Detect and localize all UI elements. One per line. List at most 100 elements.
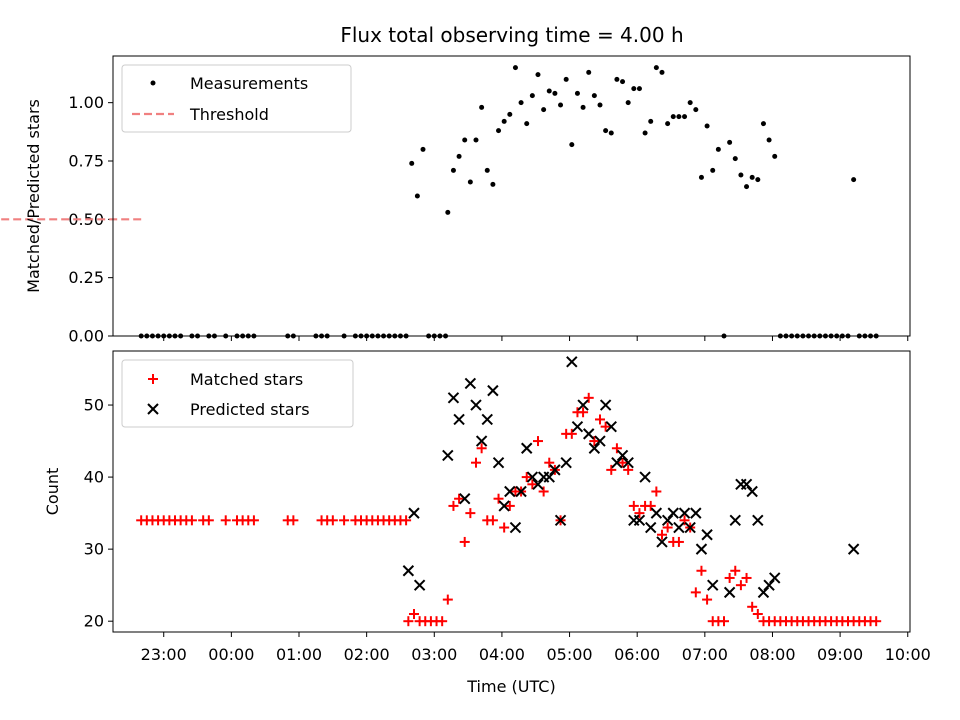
predicted-star-point — [723, 586, 736, 599]
measurement-point — [704, 123, 710, 129]
predicted-star-point — [492, 456, 505, 469]
measurement-point — [591, 93, 597, 99]
matched-star-point — [673, 536, 684, 547]
measurement-point — [512, 65, 518, 71]
matched-star-point — [493, 493, 504, 504]
matched-star-point — [718, 616, 729, 627]
matched-star-point — [521, 472, 532, 483]
measurement-point — [580, 104, 586, 110]
measurement-point — [518, 100, 524, 106]
matched-star-point — [538, 486, 549, 497]
measurement-point — [467, 179, 473, 185]
predicted-star-point — [645, 521, 657, 534]
predicted-star-point — [757, 586, 770, 599]
matched-star-point — [220, 515, 231, 526]
predicted-star-point — [661, 514, 674, 527]
ratio-y-tick-label: 0.75 — [68, 152, 104, 171]
measurement-point — [772, 153, 778, 159]
measurement-point — [473, 137, 479, 143]
matched-star-point — [470, 457, 481, 468]
x-tick-label: 01:00 — [276, 645, 322, 664]
predicted-star-point — [532, 478, 544, 491]
x-tick-label: 07:00 — [682, 645, 728, 664]
measurement-point — [445, 209, 451, 215]
predicted-star-point — [605, 420, 617, 433]
measurement-point — [552, 90, 558, 96]
predicted-star-point — [571, 420, 584, 433]
predicted-star-point — [408, 507, 420, 519]
matched-star-point — [459, 536, 470, 547]
matched-star-point — [679, 515, 690, 526]
count-plot: 20 30 40 50 23:00 00:00 01:00 02:00 03:00 04:00 05… — [84, 350, 931, 664]
measurement-point — [456, 153, 462, 159]
predicted-star-point — [509, 521, 522, 534]
predicted-star-point — [695, 543, 708, 555]
predicted-star-point — [701, 529, 713, 541]
x-tick-label: 02:00 — [344, 645, 390, 664]
x-tick-label: 23:00 — [141, 645, 187, 664]
predicted-star-point — [487, 384, 499, 397]
predicted-star-point — [594, 435, 606, 447]
predicted-star-point — [690, 507, 702, 519]
measurement-point — [749, 174, 755, 180]
chart-title: Flux total observing time = 4.00 h — [340, 23, 683, 47]
matched-star-point — [288, 515, 299, 526]
predicted-star-point — [504, 485, 516, 498]
matched-star-point — [504, 500, 515, 511]
matched-star-point — [645, 500, 656, 511]
predicted-star-point — [656, 536, 668, 548]
measurement-point — [541, 107, 547, 113]
predicted-star-point — [763, 579, 775, 591]
matched-star-point — [735, 580, 746, 591]
legend-matched-marker — [148, 374, 158, 384]
ratio-y-axis-label: Matched/Predicted stars — [24, 99, 43, 293]
legend-matched-label: Matched stars — [190, 370, 303, 389]
legend-predicted-cross — [147, 403, 159, 415]
predicted-star-point — [442, 449, 454, 462]
measurement-point — [636, 86, 642, 92]
legend-matched-plus — [148, 374, 158, 384]
matched-star-point — [339, 515, 350, 526]
matched-star-point — [454, 493, 465, 504]
predicted-star-point — [583, 428, 595, 440]
matched-star-point — [600, 421, 611, 432]
matched-star-point — [747, 601, 758, 612]
count-y-tick-label: 30 — [84, 540, 104, 559]
legend-measurements-label: Measurements — [190, 74, 308, 93]
matched-star-point — [186, 515, 197, 526]
measurement-point — [698, 174, 704, 180]
measurement-point — [755, 177, 761, 183]
predicted-star-point — [566, 356, 578, 368]
predicted-star-point — [622, 456, 634, 469]
matched-star-point — [327, 515, 338, 526]
matched-star-point — [696, 565, 707, 576]
x-tick-label: 06:00 — [614, 645, 660, 664]
predicted-star-point — [639, 471, 651, 483]
predicted-star-point — [616, 449, 629, 462]
matched-star-point — [871, 616, 882, 627]
predicted-star-point — [459, 492, 471, 505]
matched-star-point — [651, 486, 662, 497]
matched-star-point — [702, 594, 713, 605]
matched-star-point — [487, 515, 498, 526]
measurement-point — [620, 79, 626, 85]
matched-star-point — [656, 529, 667, 540]
predicted-star-point — [475, 435, 488, 447]
predicted-star-point — [521, 442, 533, 454]
legend-threshold-label: Threshold — [189, 105, 269, 124]
predicted-star-point — [464, 377, 477, 390]
measurement-point — [563, 76, 569, 82]
matched-star-point — [589, 436, 600, 447]
ratio-legend: Measurements Threshold — [121, 64, 352, 133]
matched-star-point — [532, 436, 543, 447]
measurement-point — [642, 130, 648, 136]
measurement-point — [727, 139, 733, 145]
predicted-star-point — [560, 456, 572, 469]
measurement-point — [450, 167, 456, 173]
predicted-star-point — [413, 579, 426, 591]
measurement-point — [648, 118, 654, 124]
matched-star-point — [606, 464, 617, 475]
predicted-star-point — [707, 579, 719, 591]
predicted-star-point — [515, 485, 527, 498]
